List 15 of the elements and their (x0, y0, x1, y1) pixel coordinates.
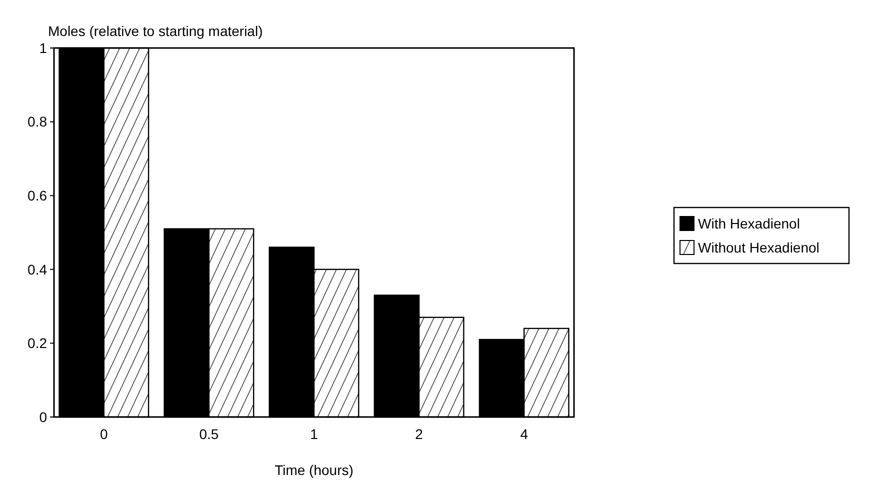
y-tick-label: 0.4 (28, 261, 48, 278)
x-tick-label: 2 (415, 426, 424, 442)
legend-label: Without Hexadienol (698, 239, 820, 256)
y-tick-label: 1 (39, 40, 48, 56)
legend-label: With Hexadienol (698, 215, 800, 232)
y-axis-title: Moles (relative to starting material) (48, 23, 263, 39)
x-tick-label: 0.5 (199, 426, 219, 442)
x-tick-label: 1 (310, 426, 318, 442)
y-tick-label: 0.6 (28, 188, 48, 204)
y-tick-label: 0 (39, 408, 48, 425)
x-axis-title: Time (hours) (274, 462, 354, 478)
y-tick-label: 0.8 (28, 114, 48, 130)
x-tick-label: 4 (520, 426, 528, 442)
x-tick-label: 0 (100, 426, 108, 442)
y-tick-label: 0.2 (28, 335, 48, 352)
